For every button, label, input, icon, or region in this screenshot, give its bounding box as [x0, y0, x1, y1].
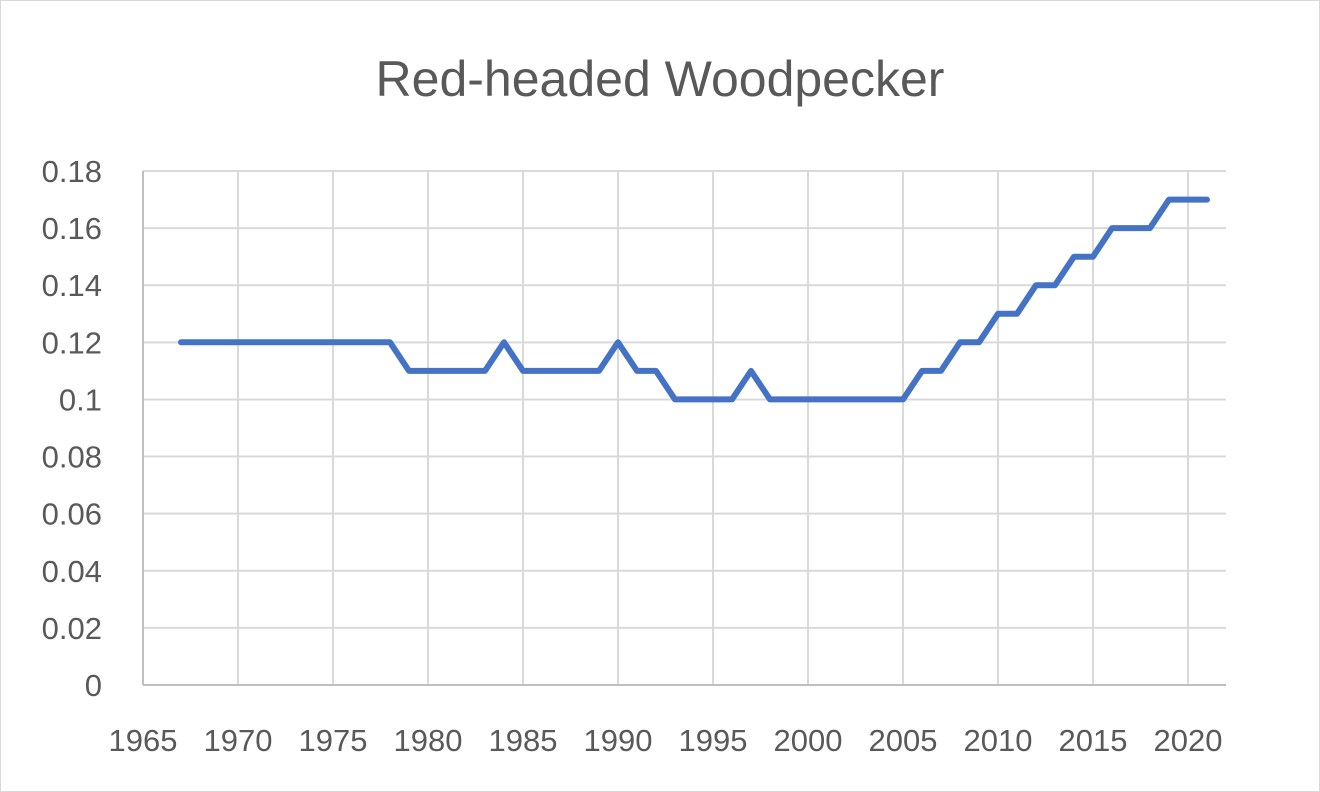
x-tick-label: 2015 [1059, 723, 1128, 758]
chart-title: Red-headed Woodpecker [376, 51, 945, 107]
y-tick-label: 0.06 [42, 497, 102, 532]
x-tick-label: 1965 [109, 723, 178, 758]
x-tick-label: 2010 [964, 723, 1033, 758]
x-tick-label: 1985 [489, 723, 558, 758]
x-tick-label: 2000 [774, 723, 843, 758]
y-tick-label: 0.1 [59, 382, 102, 417]
y-tick-label: 0.18 [42, 154, 102, 189]
x-tick-labels: 1965 1970 1975 1980 1985 1990 1995 2000 2005 2010… [109, 723, 1223, 758]
x-tick-label: 1975 [299, 723, 368, 758]
y-tick-label: 0.02 [42, 611, 102, 646]
x-tick-label: 1990 [584, 723, 653, 758]
y-tick-label: 0.08 [42, 440, 102, 475]
series-group [178, 196, 1210, 403]
y-tick-label: 0.16 [42, 211, 102, 246]
y-tick-label: 0 [85, 668, 102, 703]
x-tick-label: 2005 [869, 723, 938, 758]
x-tick-label: 2020 [1154, 723, 1223, 758]
y-tick-label: 0.14 [42, 268, 102, 303]
x-tick-label: 1970 [204, 723, 273, 758]
series-line [178, 196, 1210, 403]
x-gridlines [237, 171, 1189, 685]
y-tick-labels: 0 0.02 0.04 0.06 0.08 0.1 0.12 0.14 0.16 0.18 [42, 154, 102, 703]
x-tick-label: 1995 [679, 723, 748, 758]
y-tick-label: 0.04 [42, 554, 102, 589]
y-tick-label: 0.12 [42, 325, 102, 360]
x-tick-label: 1980 [394, 723, 463, 758]
axes [142, 171, 1226, 686]
